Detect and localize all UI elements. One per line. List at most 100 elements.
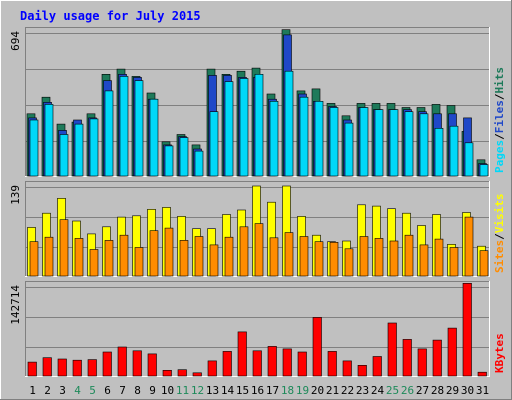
bar-sites-day-3 — [59, 219, 69, 277]
bar-pages-day-11 — [179, 137, 189, 177]
bar-sites-day-25 — [389, 240, 399, 277]
bar-pages-day-22 — [344, 122, 354, 177]
bar-kbytes-day-21 — [327, 351, 337, 377]
bar-sites-day-13 — [209, 244, 219, 277]
bar-kbytes-day-28 — [432, 339, 442, 377]
series-label-separator: / — [493, 133, 506, 140]
bar-kbytes-day-15 — [237, 331, 247, 377]
bar-kbytes-day-5 — [87, 359, 97, 377]
bar-pages-day-2 — [44, 104, 54, 177]
bar-pages-day-17 — [269, 101, 279, 177]
bar-pages-day-20 — [314, 101, 324, 177]
series-label-separator: / — [493, 233, 506, 240]
bar-sites-day-31 — [479, 250, 489, 277]
bar-kbytes-day-24 — [372, 356, 382, 377]
series-label-files: Files — [493, 100, 506, 133]
bar-kbytes-day-11 — [177, 369, 187, 377]
bar-kbytes-day-29 — [447, 327, 457, 377]
x-tick-label-day-11: 11 — [176, 384, 189, 397]
bar-kbytes-day-1 — [27, 361, 37, 377]
bar-kbytes-day-23 — [357, 364, 367, 377]
y-axis-max-label: 694 — [9, 31, 22, 51]
x-tick-label-day-30: 30 — [461, 384, 474, 397]
bar-pages-day-9 — [149, 98, 159, 177]
bar-pages-day-12 — [194, 150, 204, 177]
bar-sites-day-9 — [149, 230, 159, 277]
x-tick-label-day-19: 19 — [296, 384, 309, 397]
bar-sites-day-22 — [344, 248, 354, 277]
bar-pages-day-15 — [239, 78, 249, 177]
series-label-separator: / — [493, 93, 506, 100]
bar-sites-day-28 — [434, 238, 444, 277]
bar-sites-day-1 — [29, 241, 39, 277]
bar-pages-day-19 — [299, 96, 309, 177]
x-tick-label-day-22: 22 — [341, 384, 354, 397]
bar-pages-day-21 — [329, 107, 339, 177]
bar-kbytes-day-7 — [117, 346, 127, 377]
bars — [27, 185, 489, 277]
x-tick-label-day-26: 26 — [401, 384, 414, 397]
panel-1: 139 Sites/Visits — [9, 181, 506, 277]
x-tick-label-day-10: 10 — [161, 384, 174, 397]
series-label-sites: Sites — [493, 240, 506, 273]
y-axis-max-label: 142714 — [9, 285, 22, 325]
bar-kbytes-day-3 — [57, 358, 67, 377]
bar-kbytes-day-30 — [462, 282, 472, 377]
bar-pages-day-5 — [89, 118, 99, 177]
x-tick-label-day-18: 18 — [281, 384, 294, 397]
bar-sites-day-8 — [134, 247, 144, 277]
x-tick-label-day-21: 21 — [326, 384, 339, 397]
bar-sites-day-18 — [284, 232, 294, 277]
bar-pages-day-29 — [449, 125, 459, 177]
bar-pages-day-30 — [464, 142, 474, 177]
bar-pages-day-4 — [74, 123, 84, 177]
bar-pages-day-1 — [29, 119, 39, 177]
y-axis-max-label: 139 — [9, 185, 22, 205]
bar-pages-day-18 — [284, 70, 294, 177]
bar-sites-day-15 — [239, 226, 249, 277]
bar-kbytes-day-18 — [282, 348, 292, 377]
x-tick-label-day-27: 27 — [416, 384, 429, 397]
bar-pages-day-10 — [164, 145, 174, 177]
x-tick-label-day-3: 3 — [59, 384, 66, 397]
bar-pages-day-23 — [359, 107, 369, 177]
bar-kbytes-day-6 — [102, 351, 112, 377]
bar-sites-day-17 — [269, 237, 279, 277]
x-tick-label-day-29: 29 — [446, 384, 459, 397]
bar-pages-day-28 — [434, 128, 444, 177]
bar-kbytes-day-19 — [297, 351, 307, 377]
x-tick-label-day-23: 23 — [356, 384, 369, 397]
bar-kbytes-day-14 — [222, 351, 232, 377]
bar-pages-day-6 — [104, 90, 114, 177]
right-series-labels: Sites/Visits — [493, 194, 506, 274]
bar-sites-day-11 — [179, 240, 189, 277]
bar-pages-day-27 — [419, 113, 429, 177]
bar-kbytes-day-26 — [402, 339, 412, 377]
series-label-kbytes: KBytes — [493, 333, 506, 373]
x-tick-label-day-2: 2 — [44, 384, 51, 397]
bar-sites-day-12 — [194, 236, 204, 277]
bars — [26, 29, 489, 177]
bar-kbytes-day-12 — [192, 372, 202, 377]
x-tick-label-day-14: 14 — [221, 384, 235, 397]
bar-pages-day-7 — [119, 76, 129, 177]
x-tick-label-day-20: 20 — [311, 384, 324, 397]
right-series-labels: KBytes — [493, 333, 506, 373]
bar-kbytes-day-9 — [147, 353, 157, 377]
x-tick-label-day-24: 24 — [371, 384, 385, 397]
bar-kbytes-day-22 — [342, 360, 352, 377]
x-tick-label-day-25: 25 — [386, 384, 399, 397]
x-tick-label-day-5: 5 — [89, 384, 96, 397]
chart-title: Daily usage for July 2015 — [20, 9, 201, 23]
bar-sites-day-30 — [464, 216, 474, 277]
bar-kbytes-day-31 — [477, 371, 487, 377]
bar-kbytes-day-13 — [207, 360, 217, 377]
x-axis-labels: 1 2 3 4 5 6 7 8 9 10 11 12 13 14 15 16 17 18 19 20 21 22 23 24 2… — [29, 384, 489, 397]
x-tick-label-day-4: 4 — [74, 384, 81, 397]
bar-pages-day-25 — [389, 109, 399, 177]
x-tick-label-day-28: 28 — [431, 384, 444, 397]
bar-pages-day-31 — [479, 164, 489, 177]
